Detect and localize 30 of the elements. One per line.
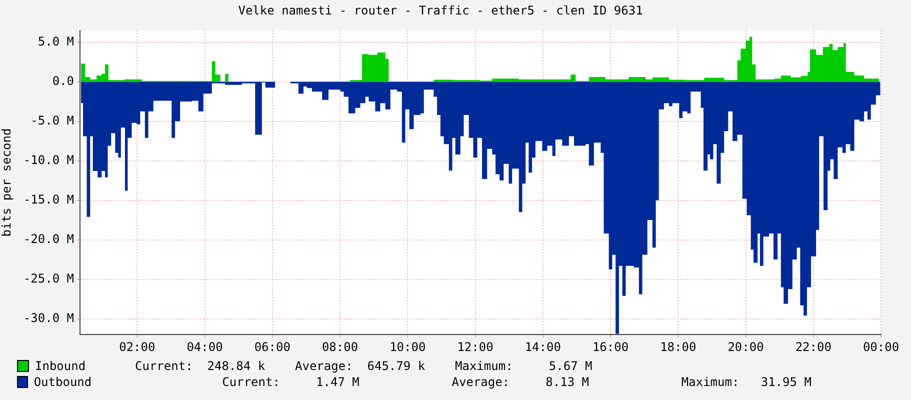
x-tick-label: 04:00: [186, 340, 223, 354]
y-tick-label: -5.0 M: [30, 113, 74, 128]
x-tick-label: 02:00: [119, 340, 156, 354]
y-tick-label: 5.0 M: [38, 34, 74, 48]
x-tick-label: 14:00: [524, 340, 561, 354]
text: Current: 248.84 k: [135, 359, 266, 373]
x-tick-label: 16:00: [592, 340, 629, 354]
y-tick-label: 0.0: [52, 74, 74, 88]
x-tick-label: 08:00: [322, 340, 358, 354]
x-tick-label: 00:00: [862, 340, 900, 354]
y-tick-label: -30.0 M: [23, 310, 74, 325]
x-tick-label: 06:00: [254, 340, 290, 354]
text: Maximum: 31.95 M: [681, 375, 812, 389]
y-tick-label: -20.0 M: [23, 232, 74, 246]
y-tick-label: -25.0 M: [23, 271, 74, 286]
y-tick-label: -10.0 M: [23, 152, 74, 167]
x-tick-label: 12:00: [457, 340, 494, 354]
x-tick-label: 10:00: [390, 340, 426, 354]
text: Current: 1.47 M: [221, 375, 360, 389]
legend-label: Inbound: [35, 359, 87, 373]
x-tick-label: 18:00: [660, 340, 696, 354]
y-tick-label: -15.0 M: [23, 192, 74, 206]
text: Average: 645.79 k: [295, 359, 426, 373]
y-axis-title: bits per second: [0, 128, 14, 237]
x-tick-label: 22:00: [795, 340, 832, 354]
legend-label: Outbound: [34, 375, 93, 389]
text: Maximum: 5.67 M: [455, 359, 594, 373]
x-tick-label: 20:00: [728, 340, 764, 354]
text: Average: 8.13 M: [452, 375, 590, 389]
chart-title: Velke namesti - router - Traffic - ether5 - clen ID 9631: [238, 3, 643, 18]
